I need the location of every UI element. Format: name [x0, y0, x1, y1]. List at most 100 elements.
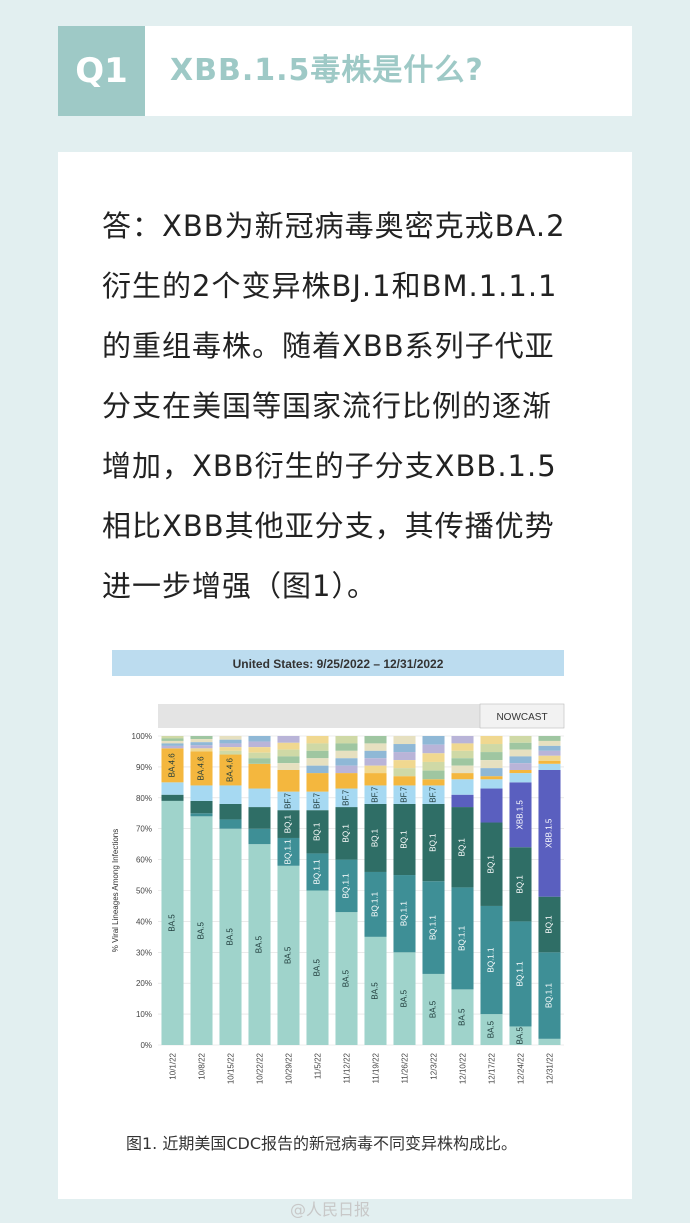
bar-segment [422, 881, 445, 974]
answer-line: 增加，XBB衍生的子分支XBB.1.5 [102, 449, 557, 483]
bar-segment [277, 769, 300, 792]
bar-segment [364, 871, 387, 937]
bar-segment [248, 807, 271, 829]
bar-segment-other [219, 739, 242, 744]
bar-segment [422, 785, 445, 804]
bar-segment-other [538, 755, 561, 761]
bar-segment [277, 791, 300, 811]
bar-segment [219, 828, 242, 1045]
bar-segment [335, 859, 358, 913]
bar-segment [190, 800, 213, 814]
bar-segment-other [335, 743, 358, 751]
bar-segment-other [277, 763, 300, 770]
bar-segment [335, 773, 358, 789]
bar-segment-other [306, 758, 329, 766]
bar-segment-other [538, 740, 561, 746]
x-tick-label: 11/19/22 [372, 1052, 381, 1083]
bar-segment-other [480, 736, 503, 745]
answer-line: 答：XBB为新冠病毒奥密克戎BA.2 [102, 209, 566, 243]
bar-segment-other [480, 752, 503, 761]
bar-segment-other [277, 742, 300, 750]
bar-data-label: BA.4.6 [197, 756, 206, 781]
bar-segment [219, 785, 242, 804]
x-tick-label: 11/5/22 [314, 1052, 323, 1079]
bar-data-label: BA.4.6 [168, 753, 177, 778]
bar-segment [335, 912, 358, 1045]
bar-segment-other [422, 753, 445, 762]
source-watermark: @人民日报 [290, 1200, 371, 1219]
bar-segment [451, 887, 474, 990]
x-tick-label: 10/8/22 [198, 1052, 207, 1079]
bar-data-label: BA.5 [400, 989, 409, 1007]
bar-data-label: BF.7 [284, 792, 293, 809]
question-title: XBB.1.5毒株是什么? [170, 53, 484, 88]
bar-data-label: XBB.1.5 [545, 818, 554, 848]
answer-text: 答：XBB为新冠病毒奥密克戎BA.2 衍生的2个变异株BJ.1和BM.1.1.1… [102, 196, 602, 616]
bar-segment [306, 853, 329, 891]
bar-segment-other [219, 747, 242, 751]
bar-segment-other [538, 745, 561, 751]
bar-segment [364, 803, 387, 872]
bar-segment [538, 1038, 561, 1045]
bar-segment-other [306, 765, 329, 774]
bar-segment [451, 773, 474, 780]
bar-segment-other [509, 756, 532, 764]
answer-line: 相比XBB其他亚分支，其传播优势 [102, 509, 555, 543]
x-tick-label: 10/1/22 [169, 1052, 178, 1079]
bar-segment-other [509, 749, 532, 757]
bar-segment-other [219, 736, 242, 740]
x-tick-label: 11/12/22 [343, 1052, 352, 1083]
bar-segment [422, 779, 445, 786]
bar-segment [509, 782, 532, 848]
bar-segment-other [422, 736, 445, 745]
bar-segment [538, 952, 561, 1039]
bar-segment [306, 791, 329, 811]
x-tick-label: 11/26/22 [401, 1052, 410, 1083]
bar-segment [480, 1014, 503, 1045]
bar-segment [509, 773, 532, 783]
bar-data-label: BA.5 [371, 982, 380, 1000]
bar-data-label: BA.5 [284, 946, 293, 964]
bar-segment [422, 973, 445, 1045]
y-tick-label: 10% [136, 1010, 152, 1019]
bar-data-label: BA.5 [516, 1027, 525, 1045]
bar-segment-other [364, 736, 387, 744]
bar-segment [306, 773, 329, 792]
bar-data-label: BQ.1 [545, 915, 554, 934]
x-tick-label: 12/17/22 [488, 1052, 497, 1084]
bar-segment-other [277, 749, 300, 757]
nowcast-label: NOWCAST [496, 712, 547, 723]
bar-segment-other [451, 743, 474, 751]
bar-segment [509, 769, 532, 774]
bar-segment [422, 803, 445, 882]
bar-segment-other [190, 748, 213, 752]
bar-data-label: BQ.1.1 [487, 947, 496, 972]
bar-data-label: XBB.1.5 [516, 800, 525, 830]
bar-data-label: BF.7 [429, 786, 438, 803]
bar-segment [161, 748, 184, 783]
bar-data-label: BQ.1 [516, 875, 525, 894]
bar-data-label: BQ.1.1 [371, 891, 380, 916]
answer-line: 衍生的2个变异株BJ.1和BM.1.1.1 [102, 269, 558, 303]
bar-data-label: BF.7 [313, 792, 322, 809]
bar-segment-other [422, 761, 445, 771]
bar-data-label: BQ.1.1 [545, 983, 554, 1008]
bar-segment [364, 773, 387, 786]
bar-data-label: BQ.1.1 [429, 915, 438, 940]
x-tick-label: 12/24/22 [517, 1052, 526, 1084]
bar-data-label: BF.7 [342, 789, 351, 806]
bar-segment-other [248, 747, 271, 753]
chart-title: United States: 9/25/2022 – 12/31/2022 [233, 657, 444, 671]
bar-data-label: BQ.1 [284, 814, 293, 833]
bar-segment [161, 782, 184, 795]
bar-segment-other [451, 750, 474, 759]
bar-segment [306, 810, 329, 854]
bar-segment-other [277, 756, 300, 764]
bar-segment-other [248, 736, 271, 742]
bar-segment [161, 800, 184, 1045]
bar-segment-other [422, 770, 445, 780]
bar-segment [219, 803, 242, 820]
bar-data-label: BA.5 [313, 959, 322, 977]
bar-data-label: BQ.1 [342, 824, 351, 843]
bar-segment [451, 807, 474, 888]
